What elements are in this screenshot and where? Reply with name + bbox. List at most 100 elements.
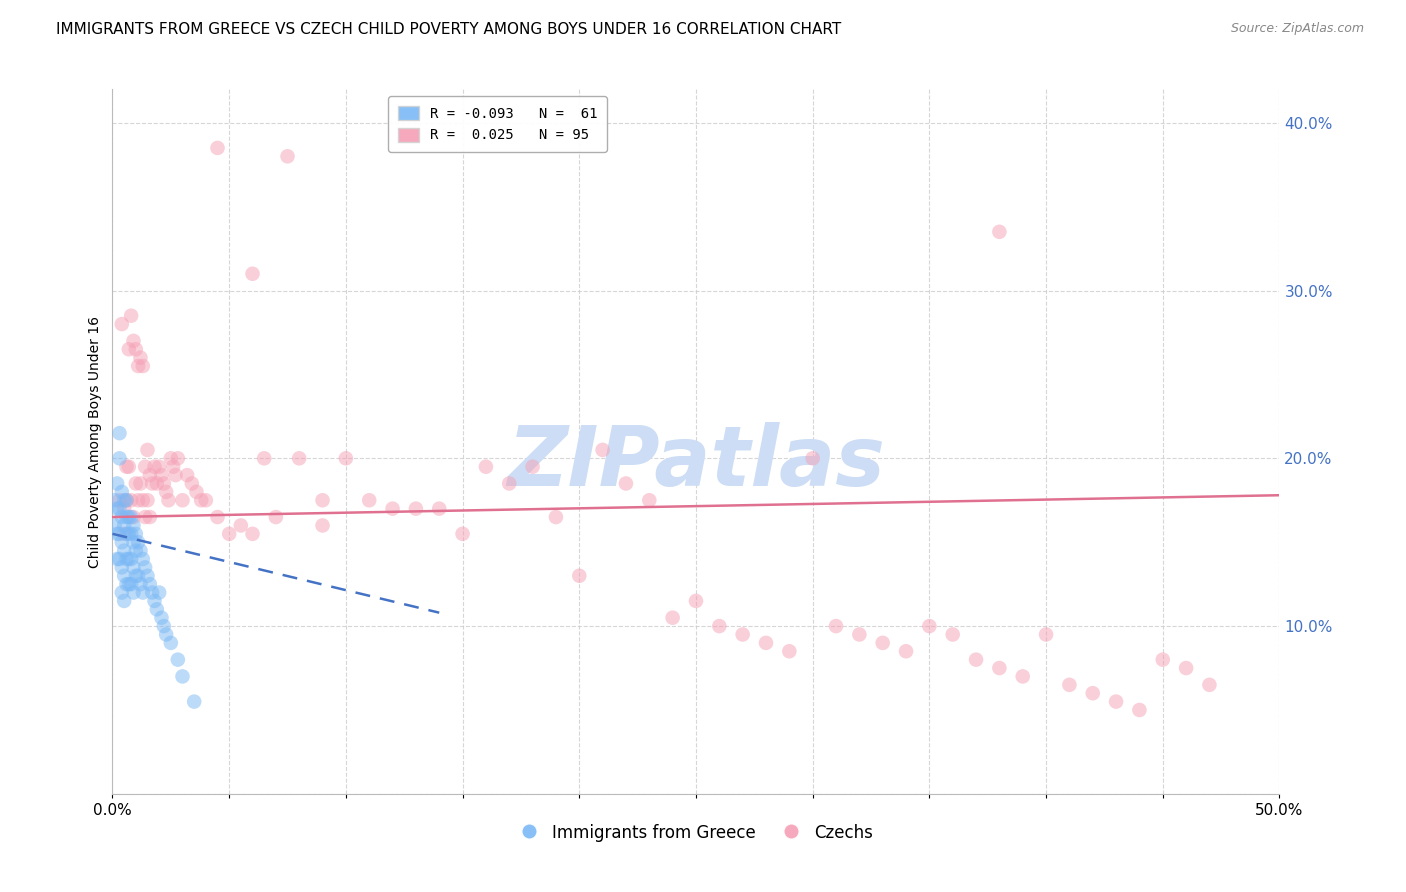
Point: [146, 476, 169, 491]
Point: [1105, 695, 1128, 709]
Point: [127, 493, 149, 508]
Point: [146, 602, 169, 616]
Point: [112, 526, 135, 541]
Point: [136, 568, 159, 582]
Point: [311, 518, 333, 533]
Point: [112, 568, 135, 582]
Point: [1152, 653, 1174, 667]
Point: [150, 611, 173, 625]
Point: [132, 585, 155, 599]
Point: [105, 476, 128, 491]
Point: [105, 501, 128, 516]
Point: [276, 149, 298, 163]
Point: [125, 476, 148, 491]
Point: [942, 627, 965, 641]
Point: [112, 518, 135, 533]
Point: [253, 451, 276, 466]
Point: [242, 526, 264, 541]
Point: [120, 526, 142, 541]
Point: [122, 560, 145, 574]
Point: [111, 510, 134, 524]
Point: [143, 594, 166, 608]
Point: [115, 493, 138, 508]
Point: [166, 653, 188, 667]
Point: [825, 619, 848, 633]
Point: [136, 442, 159, 457]
Point: [381, 501, 404, 516]
Point: [229, 518, 252, 533]
Point: [544, 510, 567, 524]
Point: [141, 585, 163, 599]
Point: [108, 451, 131, 466]
Point: [111, 484, 134, 499]
Point: [108, 526, 131, 541]
Point: [104, 518, 127, 533]
Point: [218, 526, 240, 541]
Point: [129, 351, 152, 365]
Point: [359, 493, 381, 508]
Point: [115, 526, 138, 541]
Point: [405, 501, 427, 516]
Point: [731, 627, 754, 641]
Point: [264, 510, 287, 524]
Point: [918, 619, 941, 633]
Point: [111, 535, 134, 549]
Point: [122, 585, 145, 599]
Point: [207, 510, 229, 524]
Point: [162, 459, 184, 474]
Point: [125, 526, 148, 541]
Text: ZIPatlas: ZIPatlas: [508, 422, 884, 503]
Point: [120, 309, 142, 323]
Point: [427, 501, 450, 516]
Point: [1128, 703, 1150, 717]
Point: [150, 468, 173, 483]
Point: [153, 476, 176, 491]
Point: [157, 493, 180, 508]
Point: [1035, 627, 1057, 641]
Point: [1011, 669, 1033, 683]
Point: [134, 510, 156, 524]
Legend: Immigrants from Greece, Czechs: Immigrants from Greece, Czechs: [512, 817, 880, 849]
Point: [139, 468, 162, 483]
Point: [115, 493, 138, 508]
Point: [120, 510, 142, 524]
Point: [125, 543, 148, 558]
Point: [801, 451, 824, 466]
Point: [111, 560, 134, 574]
Point: [335, 451, 357, 466]
Point: [129, 577, 152, 591]
Point: [143, 459, 166, 474]
Point: [118, 459, 141, 474]
Point: [155, 484, 177, 499]
Point: [125, 568, 148, 582]
Point: [125, 343, 148, 357]
Point: [755, 636, 778, 650]
Point: [120, 577, 142, 591]
Point: [112, 501, 135, 516]
Point: [127, 535, 149, 549]
Point: [988, 661, 1011, 675]
Point: [148, 585, 170, 599]
Point: [104, 493, 127, 508]
Point: [122, 535, 145, 549]
Point: [118, 577, 141, 591]
Point: [451, 526, 474, 541]
Point: [115, 459, 138, 474]
Point: [180, 476, 202, 491]
Point: [105, 552, 128, 566]
Point: [127, 568, 149, 582]
Point: [122, 510, 145, 524]
Point: [183, 695, 205, 709]
Point: [118, 343, 141, 357]
Point: [139, 510, 162, 524]
Y-axis label: Child Poverty Among Boys Under 16: Child Poverty Among Boys Under 16: [89, 316, 103, 567]
Point: [118, 526, 141, 541]
Point: [311, 493, 333, 508]
Point: [112, 493, 135, 508]
Point: [614, 476, 637, 491]
Point: [108, 501, 131, 516]
Point: [136, 493, 159, 508]
Point: [108, 493, 131, 508]
Point: [105, 526, 128, 541]
Point: [894, 644, 917, 658]
